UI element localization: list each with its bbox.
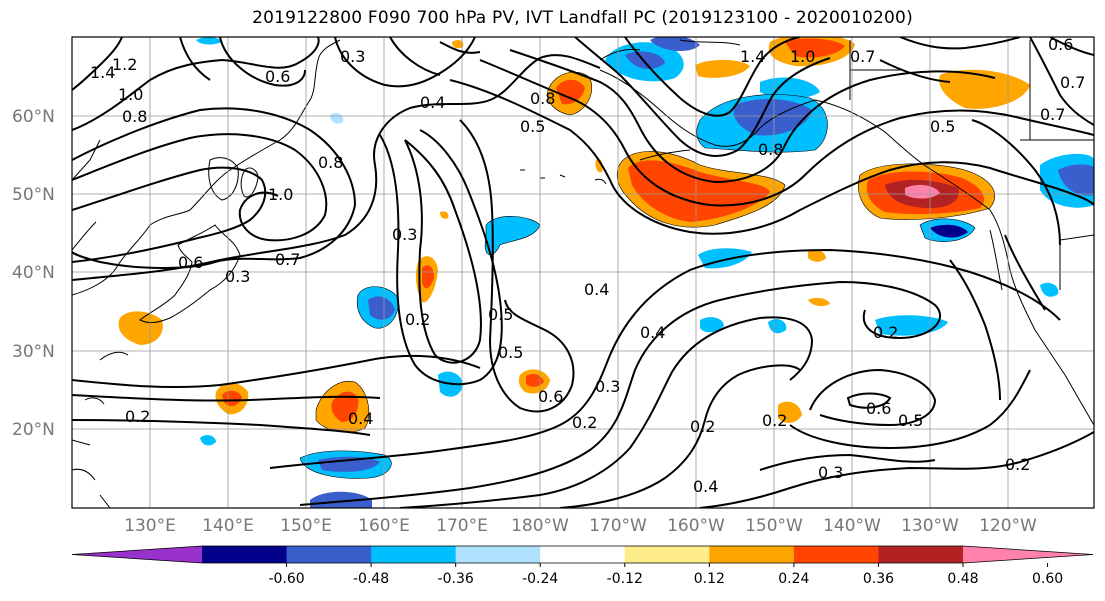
colorbar-outline: [71, 545, 1094, 564]
contour-label: 1.4: [90, 63, 115, 82]
contour-label: 0.4: [693, 477, 718, 496]
colorbar-tick-label: -0.12: [607, 571, 643, 587]
colorbar-tick-label: -0.24: [522, 571, 558, 587]
contour-label: 0.4: [420, 93, 445, 112]
colorbar-swatch: [624, 546, 710, 563]
contour-label: 1.0: [118, 85, 143, 104]
colorbar: -0.60 -0.48 -0.36 -0.24 -0.12 0.12 0.24 0.36 0.4…: [71, 545, 1094, 587]
contour-label: 0.4: [348, 409, 373, 428]
lon-label: 130°E: [124, 516, 176, 536]
colorbar-swatch: [202, 546, 288, 563]
contour-label: 0.6: [265, 67, 290, 86]
contour-label: 0.3: [392, 225, 417, 244]
contour-label: 0.2: [125, 407, 150, 426]
lon-label: 150°E: [280, 516, 332, 536]
lon-label: 180°W: [511, 516, 569, 536]
contour-label: 0.5: [898, 411, 923, 430]
colorbar-tick-label: 0.36: [863, 571, 894, 587]
contour-label: 0.2: [690, 417, 715, 436]
colorbar-extension-high: [963, 546, 1093, 563]
lon-label: 160°E: [358, 516, 410, 536]
colorbar-swatch: [286, 546, 372, 563]
colorbar-swatch: [540, 546, 626, 563]
contour-label: 1.0: [790, 47, 815, 66]
contour-label: 0.6: [178, 253, 203, 272]
contour-label: 0.4: [640, 323, 665, 342]
colorbar-swatch: [371, 546, 457, 563]
contour-label: 0.4: [584, 280, 609, 299]
lon-label: 140°E: [202, 516, 254, 536]
contour-label: 0.2: [873, 323, 898, 342]
lon-label: 140°W: [823, 516, 881, 536]
latitude-labels: 60°N 50°N 40°N 30°N 20°N: [12, 107, 55, 440]
contour-label: 0.3: [340, 47, 365, 66]
lon-label: 130°W: [901, 516, 959, 536]
colorbar-swatch: [709, 546, 795, 563]
lon-label: 170°E: [436, 516, 488, 536]
contour-label: 0.3: [225, 267, 250, 286]
lon-label: 150°W: [745, 516, 803, 536]
longitude-labels: 130°E 140°E 150°E 160°E 170°E 180°W 170°…: [124, 516, 1037, 536]
contour-label: 0.6: [1048, 35, 1073, 54]
contour-label: 0.7: [1060, 73, 1085, 92]
colorbar-tick-label: 0.60: [1032, 571, 1063, 587]
contour-label: 0.5: [498, 343, 523, 362]
contour-label: 0.5: [520, 117, 545, 136]
colorbar-swatch: [793, 546, 879, 563]
contour-label: 0.8: [318, 153, 343, 172]
contour-label: 0.8: [530, 89, 555, 108]
contour-label: 1.2: [112, 55, 137, 74]
map-background: [72, 37, 1094, 508]
contour-label: 0.6: [866, 399, 891, 418]
contour-label: 0.3: [818, 463, 843, 482]
lon-label: 120°W: [979, 516, 1037, 536]
colorbar-tick-label: 0.48: [947, 571, 978, 587]
lat-label: 20°N: [12, 420, 55, 440]
contour-labels: 0.6 0.3 1.4 1.2 1.0 0.8 0.8 0.4 0.5 0.8 …: [90, 35, 1085, 496]
contour-label: 0.8: [758, 140, 783, 159]
colorbar-tick-label: 0.24: [778, 571, 809, 587]
contour-label: 0.7: [1040, 105, 1065, 124]
colorbar-tick-label: 0.12: [694, 571, 725, 587]
contour-label: 0.3: [595, 377, 620, 396]
pv-shading-positive: [118, 37, 1030, 433]
colorbar-tick-label: -0.60: [268, 571, 304, 587]
colorbar-tick-label: -0.48: [353, 571, 389, 587]
lat-label: 50°N: [12, 185, 55, 205]
contour-label: 1.0: [268, 185, 293, 204]
contour-label: 0.5: [488, 305, 513, 324]
contour-label: 0.8: [122, 107, 147, 126]
contour-label: 0.2: [572, 413, 597, 432]
colorbar-swatch: [455, 546, 541, 563]
gridlines: [72, 37, 1094, 508]
colorbar-extension-low: [72, 546, 202, 563]
contour-label: 0.2: [1005, 455, 1030, 474]
colorbar-swatch: [878, 546, 964, 563]
coastlines: [72, 39, 1094, 508]
shading-outlines: [299, 71, 995, 479]
lat-label: 60°N: [12, 107, 55, 127]
lon-label: 160°W: [667, 516, 725, 536]
contour-label: 1.4: [740, 47, 765, 66]
contour-label: 0.2: [405, 310, 430, 329]
contour-label: 0.6: [538, 387, 563, 406]
map-frame: [71, 36, 1095, 509]
contour-label: 0.5: [930, 117, 955, 136]
contour-label: 0.7: [275, 250, 300, 269]
contour-label: 0.7: [850, 47, 875, 66]
lon-label: 170°W: [589, 516, 647, 536]
colorbar-tick-label: -0.36: [438, 571, 474, 587]
pv-contours: [72, 37, 1094, 508]
map-title: 2019122800 F090 700 hPa PV, IVT Landfall…: [252, 8, 913, 28]
contour-label: 0.2: [762, 411, 787, 430]
lat-label: 40°N: [12, 263, 55, 283]
lat-label: 30°N: [12, 342, 55, 362]
